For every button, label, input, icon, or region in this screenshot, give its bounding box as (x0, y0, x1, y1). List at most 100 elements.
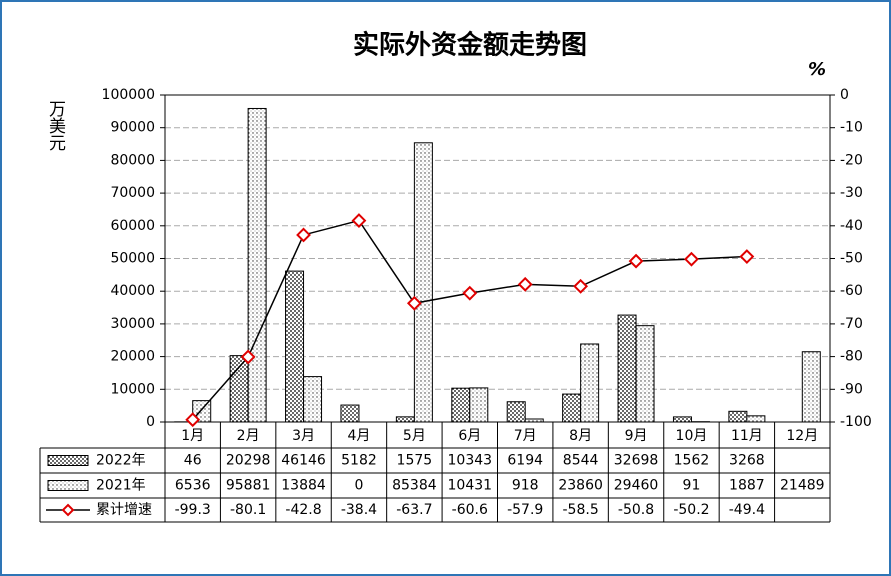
table-value: 10431 (448, 478, 493, 494)
legend-swatch (61, 503, 75, 517)
legend-label: 累计增速 (96, 502, 152, 518)
table-value: -63.7 (396, 502, 432, 518)
table-value: 918 (512, 478, 539, 494)
table-value: 46146 (281, 453, 326, 469)
bar (192, 400, 212, 423)
marker (296, 227, 311, 243)
marker (739, 249, 755, 264)
marker (406, 295, 422, 311)
table-value: -50.8 (618, 502, 654, 518)
bar (285, 270, 305, 423)
x-tick-label: 3月 (292, 428, 315, 444)
y-tick-label: 60000 (110, 218, 155, 234)
table-value: -49.4 (729, 502, 765, 518)
bar (506, 401, 526, 423)
table-value: -80.1 (230, 502, 266, 518)
y2-tick-label: 0 (840, 87, 849, 103)
x-tick-label: 4月 (347, 428, 370, 444)
y2-tick-label: -70 (840, 316, 863, 332)
bar (728, 410, 748, 423)
table-value: -57.9 (507, 502, 543, 518)
y2-tick-label: -60 (840, 283, 863, 299)
bar (340, 404, 360, 423)
table-value: 3268 (729, 453, 765, 469)
y-tick-label: 30000 (110, 316, 155, 332)
marker (351, 213, 367, 228)
x-tick-label: 11月 (731, 428, 763, 444)
x-tick-label: 5月 (403, 428, 426, 444)
table-value: -38.4 (341, 502, 377, 518)
bar (617, 314, 637, 423)
y-tick-label: 90000 (110, 120, 155, 136)
bar (451, 387, 471, 423)
table-value: -58.5 (563, 502, 599, 518)
y-tick-label: 70000 (110, 185, 155, 201)
y-label: 万美元 (45, 100, 66, 151)
y2-tick-label: -20 (840, 152, 863, 168)
legend-label: 2021年 (96, 478, 146, 494)
x-tick-label: 12月 (786, 428, 818, 444)
table-value: 1887 (729, 478, 765, 494)
y2-tick-label: -10 (840, 120, 863, 136)
y-tick-label: 50000 (110, 251, 155, 267)
y-tick-label: 100000 (102, 87, 155, 103)
marker (628, 253, 644, 269)
marker (573, 278, 589, 294)
x-tick-label: 10月 (676, 428, 708, 444)
x-tick-label: 9月 (625, 428, 648, 444)
table-value: 5182 (341, 453, 377, 469)
marker (185, 412, 201, 428)
bar (746, 415, 766, 423)
table-value: 0 (354, 478, 363, 494)
y-tick-label: 40000 (110, 283, 155, 299)
bar (580, 343, 600, 423)
bar (801, 351, 821, 423)
bar (395, 416, 415, 423)
y2-label: % (808, 59, 826, 80)
table-value: -42.8 (285, 502, 321, 518)
table-value: 32698 (614, 453, 659, 469)
marker (517, 276, 533, 292)
x-tick-label: 7月 (514, 428, 537, 444)
legend-swatch (47, 480, 89, 491)
x-tick-label: 6月 (458, 428, 481, 444)
table-value: 6194 (507, 453, 543, 469)
table-value: 6536 (175, 478, 211, 494)
bar (229, 355, 249, 423)
y-tick-label: 0 (146, 414, 155, 430)
bar (413, 142, 433, 423)
table-value: 95881 (226, 478, 271, 494)
y2-tick-label: -80 (840, 349, 863, 365)
y-tick-label: 80000 (110, 152, 155, 168)
bar (469, 387, 489, 423)
table-value: 85384 (392, 478, 437, 494)
bar (303, 376, 323, 423)
y2-tick-label: -50 (840, 251, 863, 267)
table-value: 13884 (281, 478, 326, 494)
table-value: -60.6 (452, 502, 488, 518)
table-value: 10343 (448, 453, 493, 469)
table-value: 8544 (563, 453, 599, 469)
table-value: 1575 (397, 453, 433, 469)
bar (247, 107, 267, 423)
table-value: -99.3 (175, 502, 211, 518)
table-value: 29460 (614, 478, 659, 494)
table-value: 21489 (780, 478, 825, 494)
x-tick-label: 1月 (181, 428, 204, 444)
x-tick-label: 8月 (569, 428, 592, 444)
y2-tick-label: -100 (840, 414, 872, 430)
x-tick-label: 2月 (237, 428, 260, 444)
table-value: 46 (184, 453, 202, 469)
bar (562, 393, 582, 423)
table-value: 1562 (674, 453, 710, 469)
marker (462, 285, 478, 301)
bar (524, 418, 544, 423)
marker (240, 349, 256, 365)
bar (672, 416, 692, 423)
y2-tick-label: -30 (840, 185, 863, 201)
y2-tick-label: -90 (840, 381, 863, 397)
chart-title: 实际外资金额走势图 (353, 30, 587, 61)
table-value: 23860 (558, 478, 603, 494)
table-value: 20298 (226, 453, 271, 469)
